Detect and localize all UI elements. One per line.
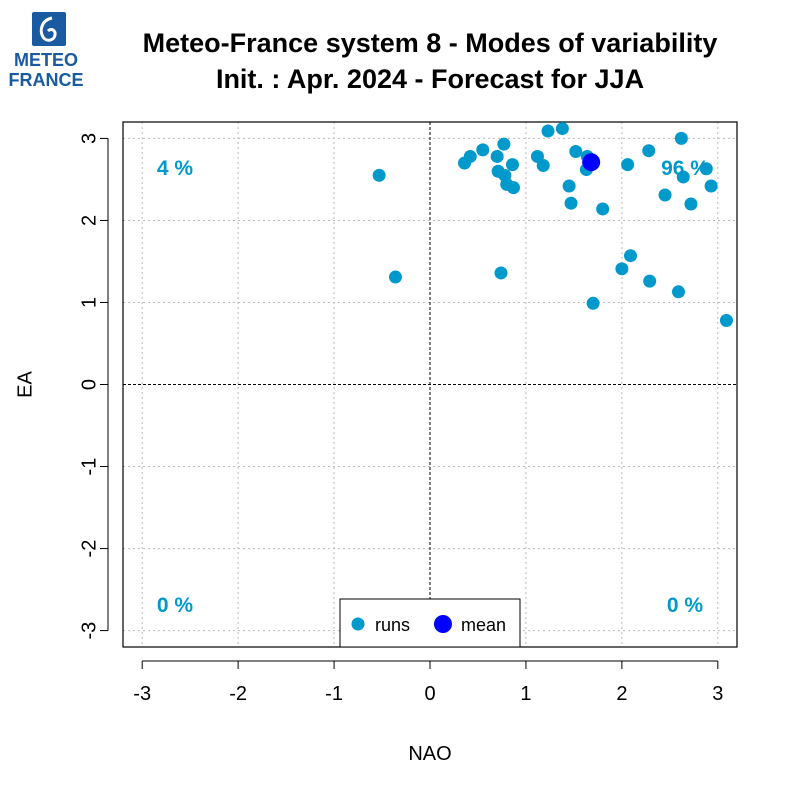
x-tick-label: 0 xyxy=(424,683,435,705)
run-point xyxy=(564,196,578,210)
legend-runs-marker xyxy=(351,617,365,631)
y-tick-label: 0 xyxy=(78,379,100,390)
x-axis-title: NAO xyxy=(408,743,451,765)
run-point xyxy=(463,149,477,163)
chart-title: Meteo-France system 8 - Modes of variabi… xyxy=(142,28,718,58)
run-point xyxy=(476,143,490,157)
y-axis-title: EA xyxy=(14,371,36,398)
y-tick-label: -1 xyxy=(78,458,100,476)
mean-point xyxy=(582,153,601,172)
x-tick-label: 2 xyxy=(616,683,627,705)
legend-mean-label: mean xyxy=(461,615,506,635)
run-point xyxy=(555,122,569,136)
run-point xyxy=(658,188,672,202)
run-point xyxy=(624,249,638,263)
y-tick-label: -2 xyxy=(78,540,100,558)
x-tick-label: 3 xyxy=(712,683,723,705)
legend-box xyxy=(339,598,521,648)
x-tick-label: 1 xyxy=(520,683,531,705)
run-point xyxy=(642,144,656,158)
quadrant-label-bottom-left: 0 % xyxy=(157,594,194,617)
run-point xyxy=(506,158,520,172)
run-point xyxy=(615,262,629,276)
run-point xyxy=(490,149,504,163)
legend: runs mean xyxy=(339,598,521,648)
quadrant-percentages: 4 % 96 % 0 % 0 % xyxy=(157,157,709,617)
run-point xyxy=(704,179,718,193)
run-point xyxy=(586,296,600,310)
logo-line1: METEO xyxy=(14,50,78,70)
y-tick-label: 1 xyxy=(78,297,100,308)
run-point xyxy=(596,202,610,216)
axes: -3 -2 -1 0 1 2 3 -3 -2 -1 0 1 2 3 xyxy=(78,133,723,705)
run-point xyxy=(562,179,576,193)
y-tick-label: 2 xyxy=(78,215,100,226)
logo-emblem-swirl xyxy=(39,16,57,42)
run-point xyxy=(676,170,690,184)
run-point xyxy=(536,158,550,172)
quadrant-label-bottom-right: 0 % xyxy=(667,594,704,617)
x-tick-label: -1 xyxy=(325,683,343,705)
run-point xyxy=(497,137,511,151)
zero-lines xyxy=(123,122,737,647)
run-point xyxy=(671,285,685,299)
run-point xyxy=(621,158,635,172)
run-point xyxy=(684,197,698,211)
run-point xyxy=(494,266,508,280)
meteo-france-logo: METEO FRANCE xyxy=(8,10,88,90)
legend-runs-label: runs xyxy=(375,615,410,635)
run-point xyxy=(643,274,657,288)
y-tick-label: 3 xyxy=(78,133,100,144)
run-point xyxy=(506,181,520,195)
run-point xyxy=(388,270,402,284)
run-point xyxy=(699,162,713,176)
legend-mean-marker xyxy=(434,615,452,633)
run-point xyxy=(674,131,688,145)
data-points xyxy=(372,122,733,328)
y-tick-label: -3 xyxy=(78,622,100,640)
quadrant-label-top-right: 96 % xyxy=(661,157,709,180)
logo-line2: FRANCE xyxy=(9,70,84,90)
run-point xyxy=(541,124,555,138)
run-point xyxy=(719,314,733,328)
run-point xyxy=(569,145,583,159)
x-tick-label: -2 xyxy=(229,683,247,705)
x-tick-label: -3 xyxy=(133,683,151,705)
run-point xyxy=(372,168,386,182)
chart-subtitle: Init. : Apr. 2024 - Forecast for JJA xyxy=(215,64,645,94)
quadrant-label-top-left: 4 % xyxy=(157,157,194,180)
